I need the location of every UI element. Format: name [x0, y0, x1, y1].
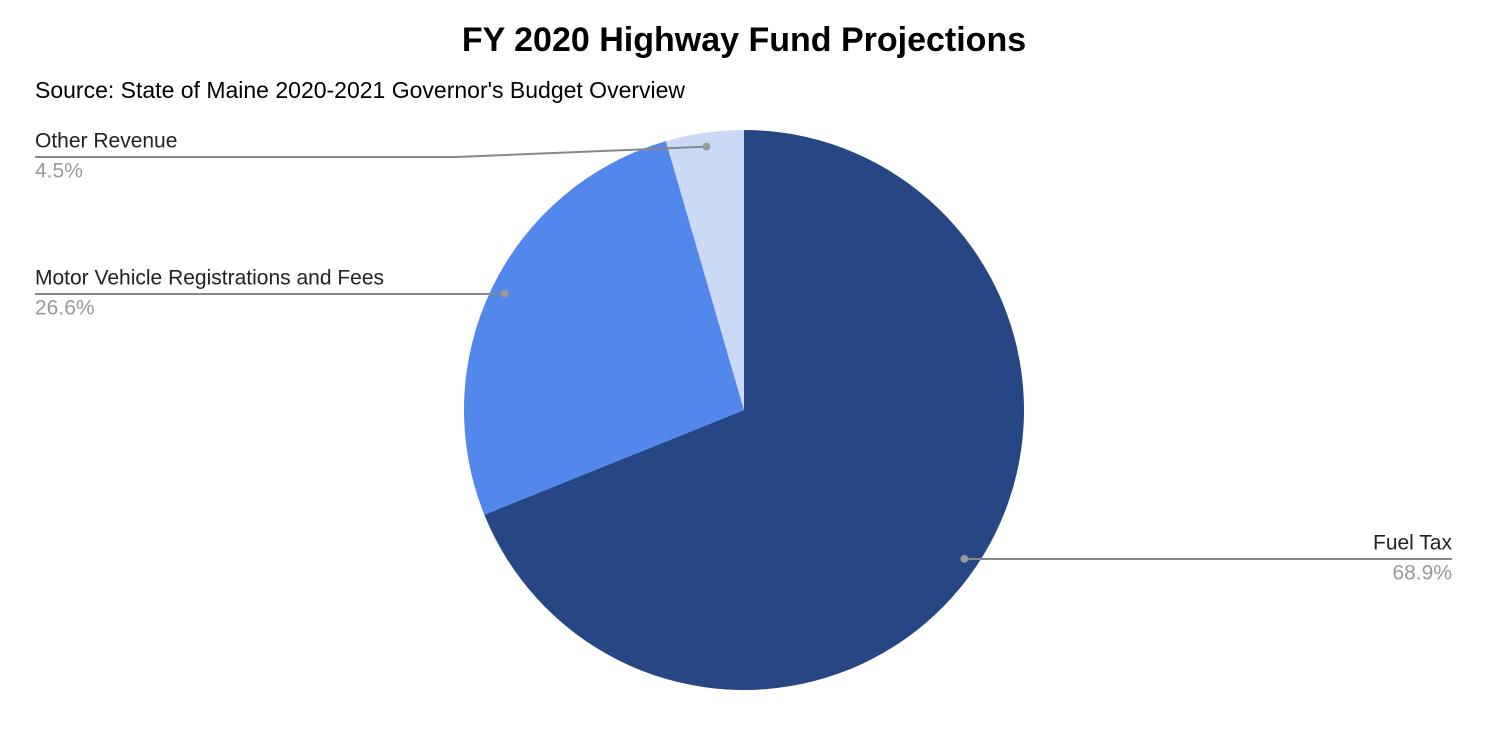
- slice-value-label: 68.9%: [1392, 562, 1452, 585]
- chart-title: FY 2020 Highway Fund Projections: [462, 21, 1026, 59]
- slice-label: Motor Vehicle Registrations and Fees: [35, 267, 384, 290]
- slice-value-label: 4.5%: [35, 160, 83, 183]
- slice-label: Fuel Tax: [1373, 532, 1452, 555]
- chart-subtitle: Source: State of Maine 2020-2021 Governo…: [35, 77, 685, 103]
- leader-dot: [960, 555, 968, 563]
- slice-label: Other Revenue: [35, 130, 177, 153]
- slice-value-label: 26.6%: [35, 297, 95, 320]
- leader-dot: [703, 143, 711, 151]
- leader-dot: [501, 290, 509, 298]
